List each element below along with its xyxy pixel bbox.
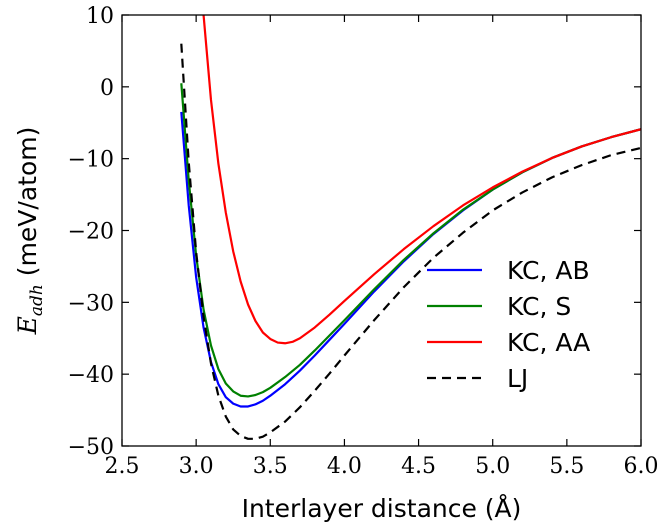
x-tick-label: 4.0 — [327, 454, 362, 479]
y-tick-label: −20 — [68, 220, 114, 245]
y-tick-label: −30 — [68, 291, 114, 316]
legend-label-3: LJ — [507, 364, 528, 393]
plot-frame — [121, 14, 642, 447]
x-tick-label: 4.5 — [401, 454, 436, 479]
y-axis-symbol: E — [13, 316, 42, 335]
legend-label-0: KC, AB — [507, 256, 590, 285]
legend: KC, AB KC, S KC, AA LJ — [427, 256, 590, 393]
y-axis-unit: (meV/atom) — [13, 127, 42, 277]
legend-label-1: KC, S — [507, 292, 571, 321]
series-layer — [180, 15, 641, 440]
x-axis-label: Interlayer distance (Å) — [242, 494, 522, 523]
series-line-2 — [202, 15, 641, 345]
y-tick-label: 0 — [100, 76, 114, 101]
tick-layer: 2.5 3.0 3.5 4.0 4.5 5.0 5.5 6.0 −50 −40 −30 −20 −10 0… — [68, 4, 659, 479]
x-tick-label: 3.0 — [179, 454, 214, 479]
series-line-1 — [180, 83, 641, 398]
x-tick-label: 5.5 — [549, 454, 584, 479]
y-axis-subscript: adh — [27, 284, 47, 316]
x-tick-label: 2.5 — [105, 454, 140, 479]
x-tick-label: 3.5 — [253, 454, 288, 479]
y-tick-label: −40 — [68, 363, 114, 388]
y-tick-label: 10 — [86, 4, 114, 29]
x-tick-label: 5.0 — [475, 454, 510, 479]
y-axis-label: Eadh (meV/atom) — [13, 127, 47, 336]
legend-label-2: KC, AA — [507, 328, 590, 357]
x-tick-label: 6.0 — [624, 454, 659, 479]
y-tick-label: −50 — [68, 435, 114, 460]
y-tick-label: −10 — [68, 148, 114, 173]
series-line-3 — [180, 43, 641, 440]
